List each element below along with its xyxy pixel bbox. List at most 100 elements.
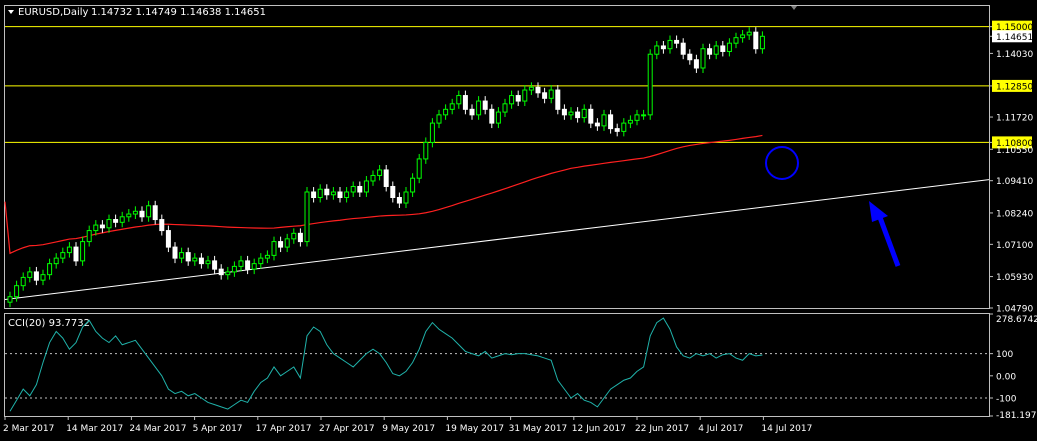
candle-body: [152, 205, 158, 221]
highlight-circle: [765, 146, 799, 180]
candle-body: [410, 177, 416, 193]
time-axis: 2 Mar 2017 14 Mar 2017 24 Mar 2017 5 Apr 20…: [3, 416, 812, 434]
candle-body: [403, 191, 409, 204]
candle-body: [159, 219, 165, 232]
candle-body: [93, 224, 99, 232]
time-tick-label: 19 May 2017: [445, 424, 504, 434]
price-tick-label: 1.10550: [996, 146, 1033, 156]
candle-body: [53, 257, 59, 265]
candle-body: [746, 31, 752, 36]
candle-body: [608, 114, 614, 130]
arrow-head-icon: [869, 201, 888, 222]
candle-body: [192, 257, 198, 262]
horizontal-levels[interactable]: [5, 26, 989, 143]
candle-body: [40, 274, 46, 281]
candle-body: [304, 191, 310, 243]
cci-plot-frame: [4, 313, 990, 417]
candle-body: [687, 53, 693, 61]
price-tick-label: 1.09410: [996, 177, 1033, 187]
annotations: [765, 6, 901, 267]
candle-body: [555, 89, 561, 110]
cci-tick-label: 0.00: [996, 372, 1016, 382]
time-tick-label: 12 Jun 2017: [572, 424, 626, 434]
candle-body: [66, 246, 72, 254]
candle-body: [495, 111, 501, 124]
candle-body: [449, 103, 455, 110]
candle-body: [172, 246, 178, 259]
price-box: [992, 136, 1032, 149]
candle-body: [509, 95, 515, 105]
candle-body: [462, 95, 468, 110]
candle-body: [720, 45, 726, 52]
ma-line: [4, 134, 763, 255]
candle-body: [113, 219, 119, 223]
candle-body: [667, 39, 673, 50]
candle-body: [568, 111, 574, 116]
candle-body: [60, 252, 66, 259]
candle-body: [47, 263, 53, 276]
candle-body: [370, 174, 376, 182]
time-tick-label: 24 Mar 2017: [129, 424, 186, 434]
cci-series: [5, 317, 989, 412]
trendline[interactable]: [4, 179, 990, 300]
cci-tick-label: -100: [996, 394, 1017, 404]
price-box-label: 1.12850: [996, 82, 1033, 92]
candle-body: [443, 108, 449, 116]
arrow-shaft: [875, 211, 901, 267]
candle-body: [258, 257, 264, 265]
cci-tick-label: 278.6742: [996, 315, 1037, 325]
candle-body: [33, 271, 39, 281]
candle-body: [601, 114, 607, 127]
candle-body: [231, 265, 237, 273]
candle-body: [27, 271, 33, 278]
candle-body: [212, 260, 218, 270]
candle-body: [238, 260, 244, 267]
candle-body: [350, 185, 356, 193]
cci-tick-label: 100: [996, 350, 1013, 360]
candle-body: [535, 86, 541, 94]
price-box: [992, 20, 1032, 33]
candle-body: [634, 114, 640, 121]
candle-body: [489, 108, 495, 124]
candle-body: [740, 34, 746, 39]
candle-body: [363, 180, 369, 193]
candle-body: [185, 252, 191, 262]
candle-body: [707, 48, 713, 55]
dropdown-arrow-icon[interactable]: [8, 10, 14, 14]
time-tick-label: 9 May 2017: [382, 424, 435, 434]
candle-body: [225, 271, 231, 276]
candle-body: [324, 188, 330, 196]
main-plot-frame: [4, 5, 990, 309]
candle-body: [469, 108, 475, 116]
candle-body: [753, 31, 759, 50]
candle-body: [423, 141, 429, 160]
candle-body: [73, 246, 79, 262]
price-tick-label: 1.05930: [996, 273, 1033, 283]
time-tick-label: 5 Apr 2017: [193, 424, 243, 434]
time-tick-label: 17 Apr 2017: [256, 424, 312, 434]
candle-body: [14, 285, 20, 298]
time-tick-label: 14 Jul 2017: [761, 424, 812, 434]
chart-symbol: EURUSD,Daily: [18, 7, 89, 18]
time-tick-label: 2 Mar 2017: [3, 424, 54, 434]
candle-body: [641, 114, 647, 117]
candle-body: [660, 45, 666, 50]
candle-body: [86, 230, 92, 243]
candle-body: [126, 213, 132, 218]
candle-body: [627, 119, 633, 124]
candle-body: [654, 45, 660, 55]
candle-body: [311, 191, 317, 199]
price-tick-label: 1.11720: [996, 114, 1033, 124]
candle-body: [561, 108, 567, 116]
candle-body: [20, 276, 26, 287]
candle-body: [106, 219, 112, 229]
candle-body: [297, 232, 303, 243]
candle-body: [264, 254, 270, 259]
candle-body: [390, 185, 396, 199]
candle-body: [99, 224, 105, 229]
candle-body: [416, 158, 422, 179]
price-box-label: 1.14651: [996, 33, 1033, 43]
candle-body: [647, 53, 653, 116]
